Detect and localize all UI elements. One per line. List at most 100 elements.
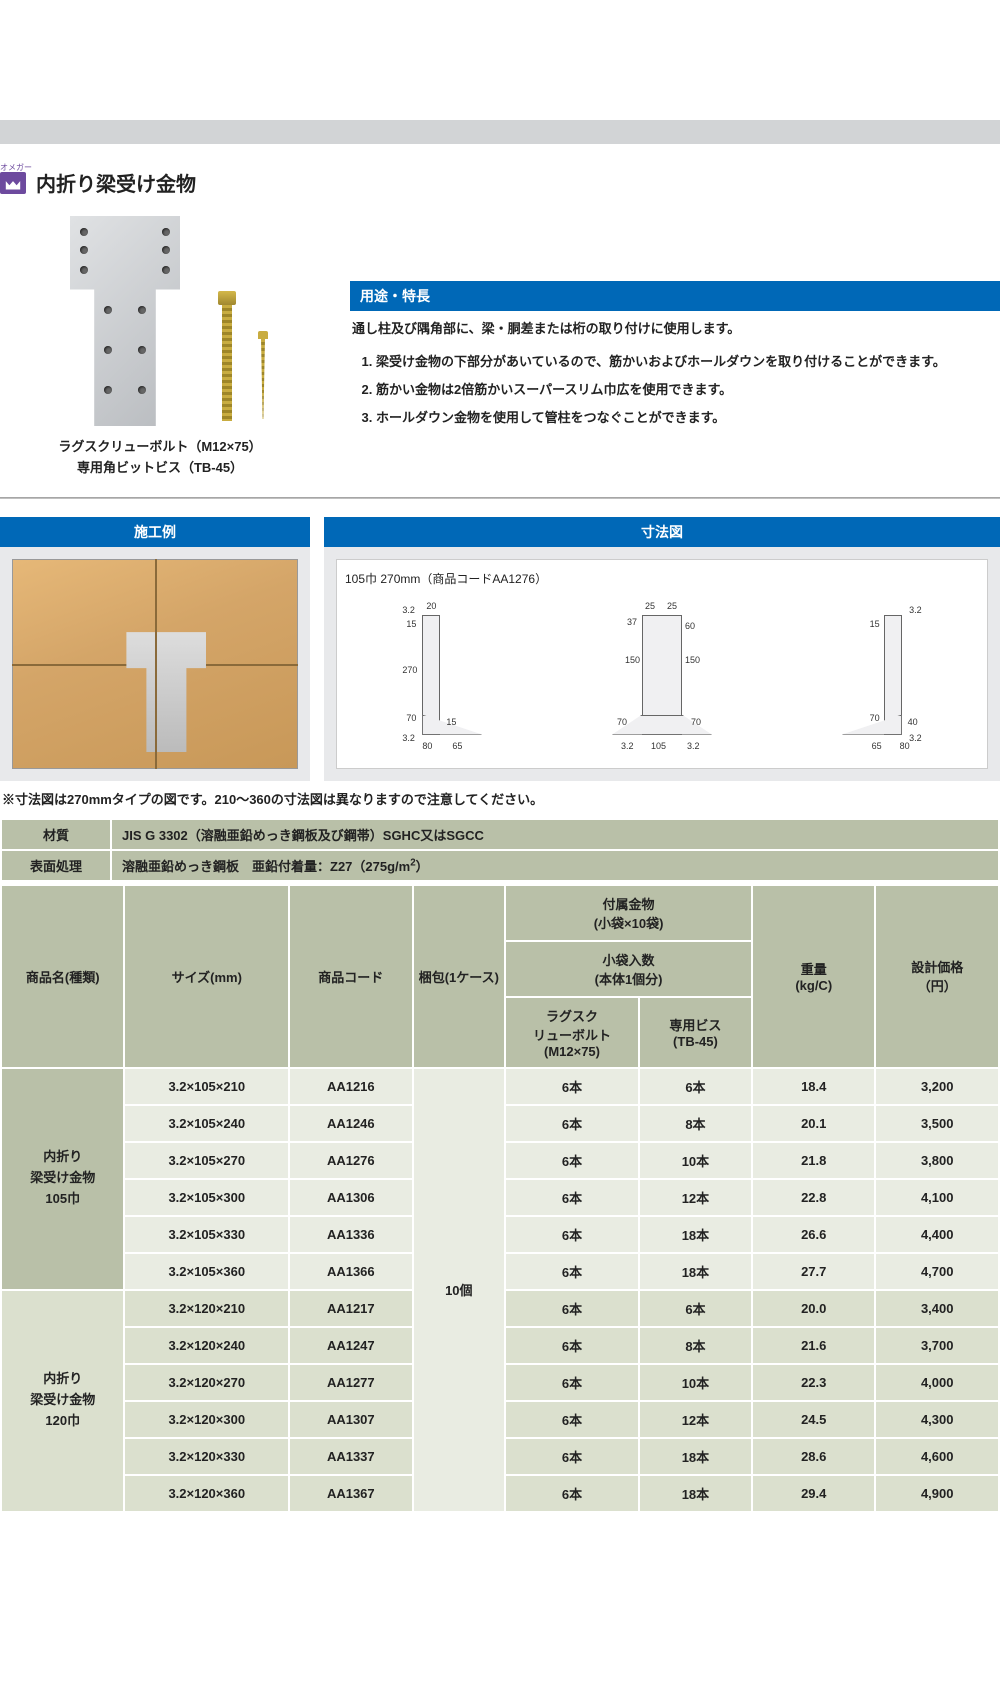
page-title: 内折り梁受け金物 [36, 168, 196, 197]
cell-weight: 28.6 [752, 1438, 875, 1475]
cell-bolt: 6本 [505, 1438, 639, 1475]
cell-product-name: 内折り梁受け金物105巾 [1, 1068, 124, 1290]
cell-vis: 18本 [639, 1475, 752, 1512]
cell-price: 4,400 [875, 1216, 999, 1253]
cell-code: AA1366 [289, 1253, 412, 1290]
dimension-title: 105巾 270mm（商品コードAA1276） [345, 570, 979, 587]
cell-code: AA1276 [289, 1142, 412, 1179]
product-data-table: 商品名(種類) サイズ(mm) 商品コード 梱包(1ケース) 付属金物(小袋×1… [0, 884, 1000, 1513]
cell-size: 3.2×120×240 [124, 1327, 289, 1364]
cell-vis: 10本 [639, 1364, 752, 1401]
dimension-panel: 寸法図 105巾 270mm（商品コードAA1276） 3.2 20 15 27… [324, 517, 1000, 781]
dimension-side-view: 3.2 20 15 270 70 15 3.2 80 65 [402, 605, 492, 755]
th-vis: 専用ビス(TB-45) [639, 997, 752, 1068]
th-pack: 梱包(1ケース) [413, 885, 506, 1068]
cell-vis: 6本 [639, 1068, 752, 1105]
th-price: 設計価格（円） [875, 885, 999, 1068]
cell-weight: 21.8 [752, 1142, 875, 1179]
brand-tag: オメガー [0, 162, 32, 173]
cell-weight: 26.6 [752, 1216, 875, 1253]
section-divider [0, 497, 1000, 499]
cell-price: 4,700 [875, 1253, 999, 1290]
cell-size: 3.2×120×270 [124, 1364, 289, 1401]
cell-vis: 10本 [639, 1142, 752, 1179]
cell-weight: 27.7 [752, 1253, 875, 1290]
cell-code: AA1246 [289, 1105, 412, 1142]
cell-price: 3,800 [875, 1142, 999, 1179]
cell-price: 4,900 [875, 1475, 999, 1512]
cell-bolt: 6本 [505, 1105, 639, 1142]
cell-price: 3,700 [875, 1327, 999, 1364]
cell-code: AA1367 [289, 1475, 412, 1512]
cell-bolt: 6本 [505, 1253, 639, 1290]
cell-size: 3.2×105×270 [124, 1142, 289, 1179]
cell-bolt: 6本 [505, 1290, 639, 1327]
cell-price: 4,100 [875, 1179, 999, 1216]
cell-price: 4,600 [875, 1438, 999, 1475]
cell-price: 3,400 [875, 1290, 999, 1327]
dimension-header: 寸法図 [324, 517, 1000, 547]
top-accent-bar [0, 120, 1000, 144]
lag-screw-bolt-illustration [220, 291, 234, 421]
title-row: オメガー 内折り梁受け金物 [0, 164, 1000, 201]
cell-vis: 12本 [639, 1179, 752, 1216]
cell-bolt: 6本 [505, 1475, 639, 1512]
spec-value: 溶融亜鉛めっき鋼板 亜鉛付着量：Z27（275g/m2） [111, 850, 999, 881]
cell-vis: 6本 [639, 1290, 752, 1327]
cell-code: AA1277 [289, 1364, 412, 1401]
cell-bolt: 6本 [505, 1401, 639, 1438]
spec-row: 材質 JIS G 3302（溶融亜鉛めっき鋼板及び鋼帯）SGHC又はSGCC [1, 819, 999, 850]
cell-weight: 24.5 [752, 1401, 875, 1438]
cell-weight: 22.3 [752, 1364, 875, 1401]
cell-price: 3,500 [875, 1105, 999, 1142]
cell-bolt: 6本 [505, 1327, 639, 1364]
cell-bolt: 6本 [505, 1068, 639, 1105]
cell-weight: 18.4 [752, 1068, 875, 1105]
spec-value: JIS G 3302（溶融亜鉛めっき鋼板及び鋼帯）SGHC又はSGCC [111, 819, 999, 850]
product-caption: ラグスクリューボルト（M12×75） 専用角ビットビス（TB-45） [0, 437, 320, 479]
cell-size: 3.2×105×240 [124, 1105, 289, 1142]
cell-vis: 12本 [639, 1401, 752, 1438]
product-image-area: ラグスクリューボルト（M12×75） 専用角ビットビス（TB-45） [0, 211, 320, 479]
feature-item: ホールダウン金物を使用して管柱をつなぐことができます。 [376, 407, 998, 429]
cell-bolt: 6本 [505, 1364, 639, 1401]
install-example-image [12, 559, 298, 769]
th-size: サイズ(mm) [124, 885, 289, 1068]
feature-list: 梁受け金物の下部分があいているので、筋かいおよびホールダウンを取り付けることがで… [350, 347, 1000, 429]
spec-label: 表面処理 [1, 850, 111, 881]
cell-size: 3.2×105×210 [124, 1068, 289, 1105]
cell-code: AA1247 [289, 1327, 412, 1364]
cell-weight: 21.6 [752, 1327, 875, 1364]
th-bolt: ラグスクリューボルト(M12×75) [505, 997, 639, 1068]
usage-description: 通し柱及び隅角部に、梁・胴差または桁の取り付けに使用します。 [350, 311, 1000, 347]
dimension-side2-view: 3.2 15 70 40 3.2 65 80 [832, 605, 922, 755]
th-weight: 重量(kg/C) [752, 885, 875, 1068]
cell-size: 3.2×105×330 [124, 1216, 289, 1253]
th-included-mid: 小袋入数(本体1個分) [505, 941, 752, 997]
bracket-illustration [70, 216, 180, 426]
feature-item: 梁受け金物の下部分があいているので、筋かいおよびホールダウンを取り付けることがで… [376, 351, 998, 373]
cell-product-name: 内折り梁受け金物120巾 [1, 1290, 124, 1512]
cell-vis: 18本 [639, 1253, 752, 1290]
cell-size: 3.2×120×360 [124, 1475, 289, 1512]
cell-weight: 20.0 [752, 1290, 875, 1327]
cell-size: 3.2×105×360 [124, 1253, 289, 1290]
brand-logo-icon: オメガー [0, 172, 26, 194]
spec-row: 表面処理 溶融亜鉛めっき鋼板 亜鉛付着量：Z27（275g/m2） [1, 850, 999, 881]
install-example-header: 施工例 [0, 517, 310, 547]
screw-illustration [260, 331, 266, 421]
cell-code: AA1336 [289, 1216, 412, 1253]
cell-code: AA1216 [289, 1068, 412, 1105]
cell-weight: 20.1 [752, 1105, 875, 1142]
cell-code: AA1307 [289, 1401, 412, 1438]
th-included-top: 付属金物(小袋×10袋) [505, 885, 752, 941]
cell-size: 3.2×120×300 [124, 1401, 289, 1438]
cell-size: 3.2×120×210 [124, 1290, 289, 1327]
usage-header: 用途・特長 [350, 281, 1000, 311]
table-row: 内折り梁受け金物105巾3.2×105×210AA121610個6本6本18.4… [1, 1068, 999, 1105]
cell-price: 3,200 [875, 1068, 999, 1105]
dimension-front-view: 25 25 37 60 150 150 70 70 3.2 105 3.2 [607, 605, 717, 755]
spec-label: 材質 [1, 819, 111, 850]
cell-bolt: 6本 [505, 1142, 639, 1179]
cell-weight: 22.8 [752, 1179, 875, 1216]
